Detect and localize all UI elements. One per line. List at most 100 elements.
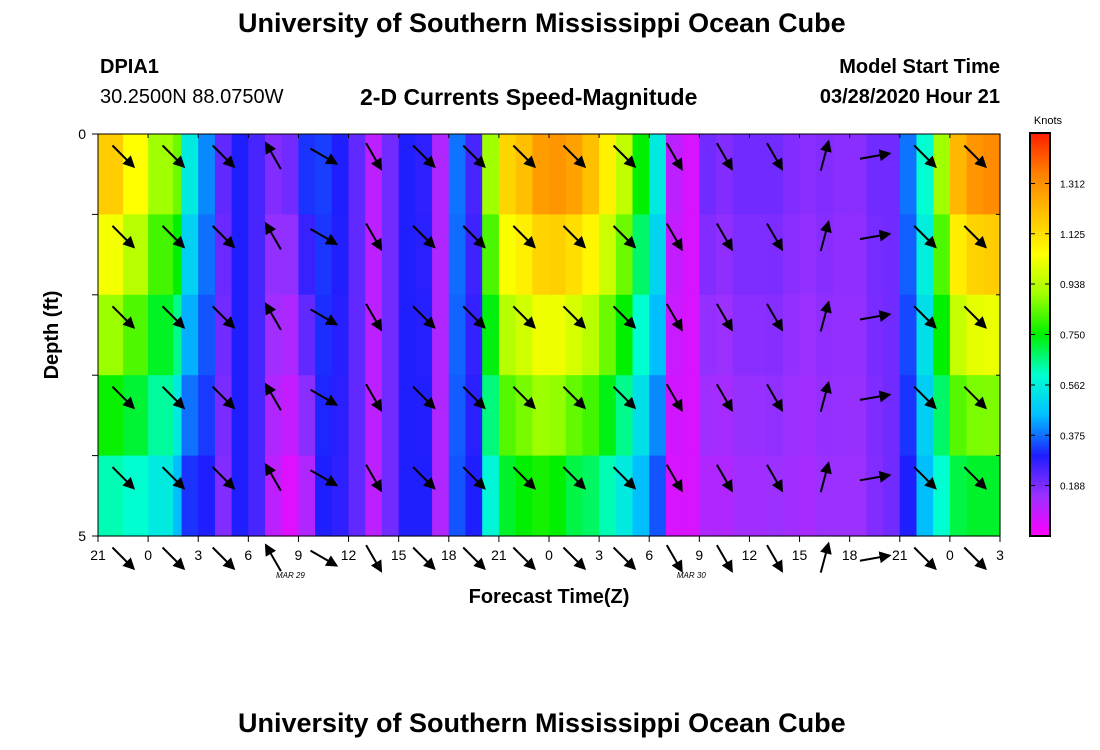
x-tick-label: 0	[144, 547, 152, 563]
heatmap-cell	[916, 294, 934, 376]
current-vector-arrow	[859, 470, 892, 483]
heatmap-cell	[699, 375, 717, 457]
current-vector-arrow	[819, 380, 832, 413]
current-vector-arrow	[859, 390, 892, 403]
x-tick-label: 0	[545, 547, 553, 563]
heatmap-cell	[966, 214, 984, 296]
heatmap-cell	[782, 214, 801, 296]
current-vector-arrow	[963, 385, 987, 410]
heatmap-cell	[832, 294, 851, 376]
current-vector-arrow	[716, 383, 733, 413]
heatmap-cell	[716, 455, 734, 537]
colorbar-tick-label: 0.375	[1060, 431, 1085, 442]
heatmap-cell	[398, 375, 416, 457]
current-vector-arrow	[211, 546, 236, 571]
current-vector-arrow	[161, 385, 186, 410]
y-axis-ticks: 05	[78, 126, 1000, 544]
heatmap-cell	[448, 375, 467, 457]
x-tick-label: 3	[194, 547, 202, 563]
current-vector-arrow	[111, 466, 136, 490]
chart-title: University of Southern Mississippi Ocean…	[238, 8, 846, 38]
heatmap-cell	[649, 294, 667, 376]
current-vector-arrow	[412, 546, 436, 571]
heatmap-cell	[415, 375, 433, 457]
heatmap-cell	[315, 375, 333, 457]
current-vector-arrow	[111, 305, 136, 329]
current-vector-arrow	[612, 305, 637, 329]
heatmap-cell	[214, 134, 233, 215]
heatmap-cell	[966, 294, 984, 376]
heatmap-cell	[123, 134, 149, 215]
current-vector-arrow	[365, 544, 383, 573]
heatmap-cell	[148, 294, 174, 376]
heatmap-cell	[632, 134, 650, 215]
current-vector-arrow	[612, 385, 637, 410]
heatmap-cell	[298, 214, 316, 296]
current-vector-arrow	[161, 546, 186, 571]
heatmap-cell	[331, 294, 350, 376]
heatmap-cell	[348, 455, 366, 537]
heatmap-cell	[365, 134, 383, 215]
heatmap-cell	[465, 134, 483, 215]
heatmap-cell	[665, 455, 684, 537]
heatmap-cell	[949, 375, 968, 457]
current-vector-arrow	[111, 546, 136, 571]
heatmap-cell	[849, 294, 867, 376]
current-vector-arrow	[512, 225, 536, 249]
current-vector-arrow	[365, 303, 383, 332]
current-vector-arrow	[913, 385, 937, 410]
current-vector-arrow	[161, 225, 186, 249]
heatmap-cell	[198, 375, 216, 457]
heatmap-cell	[766, 134, 784, 215]
current-vector-arrow	[111, 225, 136, 249]
heatmap-cell	[198, 294, 216, 376]
current-vector-arrow	[913, 466, 937, 490]
heatmap-cell	[883, 455, 901, 537]
heatmap-cell	[916, 375, 934, 457]
heatmap-cell	[615, 455, 634, 537]
heatmap-cell	[315, 214, 333, 296]
heatmap-cell	[515, 294, 533, 376]
heatmap-cell	[565, 294, 584, 376]
heatmap-cell	[933, 134, 951, 215]
current-vector-arrow	[211, 385, 236, 410]
heatmap-cell	[849, 455, 867, 537]
current-vector-arrow	[963, 144, 987, 169]
x-tick-label: 21	[491, 547, 507, 563]
heatmap-cell	[348, 134, 366, 215]
heatmap-cell	[732, 294, 751, 376]
y-axis-label: Depth (ft)	[41, 291, 63, 380]
heatmap-cell	[899, 294, 918, 376]
heatmap-cell	[482, 455, 500, 537]
current-vector-arrow	[859, 149, 892, 162]
heatmap-cell	[532, 375, 550, 457]
x-tick-label: 18	[441, 547, 457, 563]
heatmap-cell	[348, 375, 366, 457]
heatmap-cell	[866, 214, 884, 296]
heatmap-cell	[849, 214, 867, 296]
heatmap-cell	[565, 455, 584, 537]
heatmap-cell	[682, 375, 700, 457]
x-tick-label: 9	[695, 547, 703, 563]
heatmap-cell	[123, 214, 149, 296]
heatmap-cell	[883, 214, 901, 296]
heatmap-cell	[649, 214, 667, 296]
heatmap-cell	[173, 134, 183, 215]
current-vector-arrow	[612, 466, 637, 490]
heatmap-cell	[966, 375, 984, 457]
heatmap-cell	[298, 134, 316, 215]
current-vector-arrow	[462, 144, 486, 169]
current-vector-arrow	[310, 388, 339, 406]
current-vector-arrow	[859, 229, 892, 242]
current-vector-arrow	[462, 546, 486, 571]
colorbar-tick-label: 0.562	[1060, 381, 1085, 392]
heatmap-cell	[231, 375, 249, 457]
current-vector-arrow	[913, 305, 937, 329]
colorbar-unit: Knots	[1034, 115, 1063, 127]
current-vector-arrow	[562, 546, 587, 571]
x-tick-label: 9	[295, 547, 303, 563]
heatmap-cell	[173, 455, 183, 537]
heatmap-cell	[565, 134, 584, 215]
heatmap-cell	[482, 294, 500, 376]
